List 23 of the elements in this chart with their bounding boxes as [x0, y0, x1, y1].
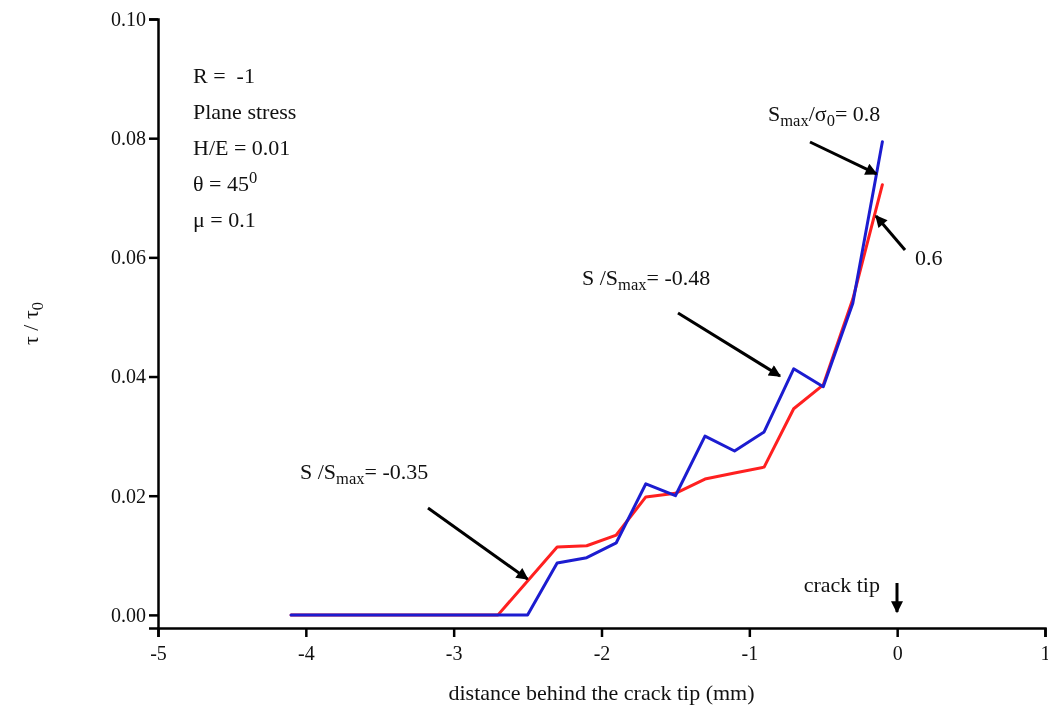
- x-tick-label: -2: [593, 642, 611, 664]
- y-tick-label: 0.00: [111, 603, 146, 626]
- y-tick-label: 0.02: [111, 484, 146, 507]
- x-tick-label: -1: [741, 642, 759, 664]
- y-tick-label: 0.10: [111, 7, 146, 30]
- annotation: Plane stress: [193, 99, 297, 124]
- x-tick-label: -3: [445, 642, 463, 664]
- x-axis-title: distance behind the crack tip (mm): [448, 680, 755, 705]
- y-tick-label: 0.08: [111, 127, 146, 150]
- y-tick-label: 0.06: [111, 246, 146, 269]
- annotation: H/E = 0.01: [193, 135, 291, 160]
- annotation: S$_{max}$/σ$_{0}$= 0.8: [768, 101, 881, 131]
- annotation: crack tip: [803, 572, 880, 597]
- x-tick-label: 0: [892, 642, 903, 664]
- x-tick-label: -5: [150, 642, 167, 664]
- annotation: S /S$_{max}$= -0.35: [300, 459, 429, 489]
- annotation: θ = 45$^{0}$: [193, 168, 258, 196]
- annotation: R = -1: [193, 63, 255, 88]
- annotation: S /S$_{max}$= -0.48: [582, 265, 711, 295]
- annotation: μ = 0.1: [193, 207, 256, 232]
- y-tick-label: 0.04: [111, 365, 146, 388]
- x-tick-label: -4: [298, 642, 315, 664]
- annotation: 0.6: [915, 245, 943, 270]
